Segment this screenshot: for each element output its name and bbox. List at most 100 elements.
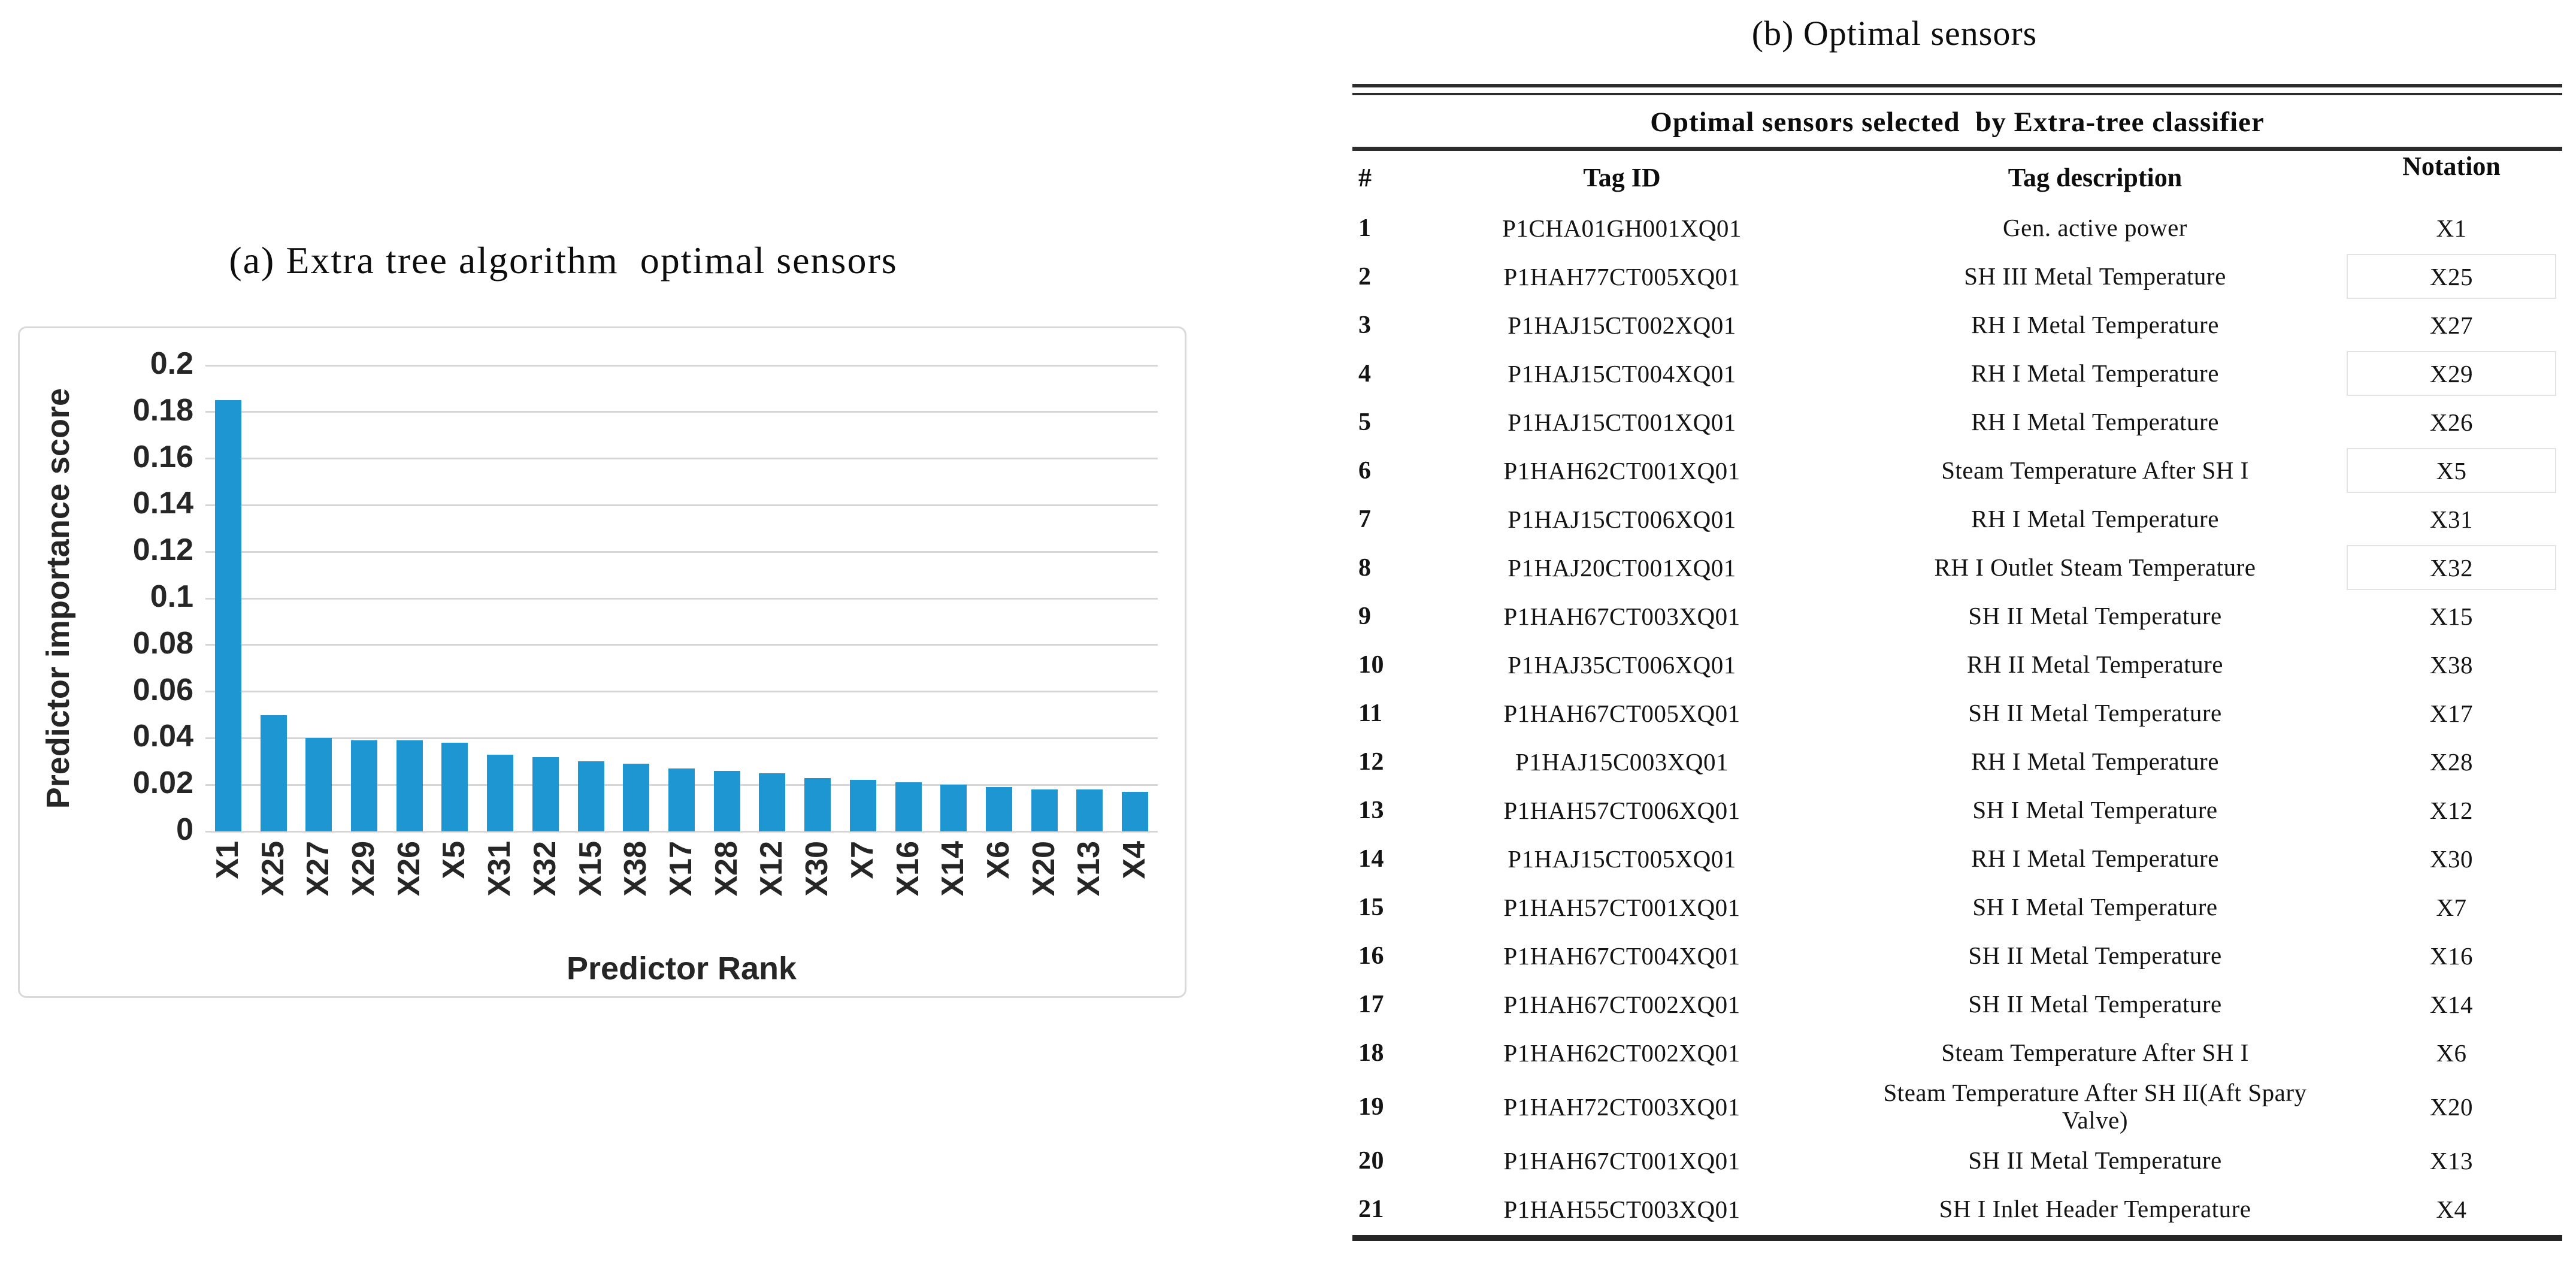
cell-tag-description: SH II Metal Temperature	[1968, 601, 2222, 630]
notation-value: X4	[2436, 1196, 2467, 1224]
x-tick-label: X27	[301, 841, 336, 897]
x-tick-label: X7	[844, 841, 880, 879]
cell-tag-description: RH I Metal Temperature	[1971, 504, 2219, 532]
table-row: 4 P1HAJ15CT004XQ01 RH I Metal Temperature X…	[1352, 349, 2562, 398]
y-tick-label: 0.04	[132, 719, 193, 754]
bar	[849, 780, 876, 831]
bar	[305, 738, 332, 831]
cell-row-number: 15	[1358, 893, 1384, 921]
cell-tag-description: RH I Metal Temperature	[1971, 747, 2219, 775]
cell-row-number: 20	[1358, 1147, 1384, 1175]
column-header-tag-id: Tag ID	[1583, 162, 1661, 192]
cell-notation: X7	[2341, 883, 2562, 931]
x-tick-label: X16	[890, 841, 925, 897]
cell-notation: X14	[2341, 980, 2562, 1028]
cell-notation: X5	[2341, 446, 2562, 495]
cell-tag-id: P1HAH77CT005XQ01	[1503, 262, 1740, 291]
notation-value: X6	[2436, 1039, 2467, 1067]
cell-notation: X28	[2341, 737, 2562, 786]
y-tick-label: 0.12	[132, 532, 193, 568]
cell-tag-description: SH II Metal Temperature	[1968, 990, 2222, 1018]
table-row: 21 P1HAH55CT003XQ01 SH I Inlet Header Temp…	[1352, 1185, 2562, 1234]
notation-value: X7	[2436, 893, 2467, 921]
notation-value: X15	[2429, 602, 2474, 630]
x-tick-label: X38	[618, 841, 653, 897]
notation-value: X20	[2429, 1093, 2474, 1121]
gridline	[205, 830, 1158, 833]
bar	[668, 768, 695, 831]
cell-notation: X13	[2341, 1137, 2562, 1185]
cell-tag-id: P1HAH67CT003XQ01	[1503, 602, 1740, 630]
gridline	[205, 504, 1158, 506]
cell-tag-description: RH I Metal Temperature	[1971, 359, 2219, 387]
cell-notation: X26	[2341, 398, 2562, 446]
notation-box: X5	[2347, 448, 2556, 493]
cell-tag-description: SH II Metal Temperature	[1968, 1146, 2222, 1175]
x-tick-label: X20	[1026, 841, 1061, 897]
cell-row-number: 1	[1358, 214, 1372, 242]
cell-notation: X29	[2341, 349, 2562, 398]
cell-row-number: 21	[1358, 1196, 1384, 1224]
y-tick-label: 0.18	[132, 392, 193, 428]
table-row: 18 P1HAH62CT002XQ01 Steam Temperature Afte…	[1352, 1028, 2562, 1077]
cell-tag-id: P1HAH72CT003XQ01	[1503, 1093, 1740, 1121]
x-tick-label: X30	[800, 841, 835, 897]
cell-row-number: 2	[1358, 262, 1372, 291]
cell-notation: X16	[2341, 931, 2562, 980]
x-tick-label: X14	[936, 841, 971, 897]
cell-row-number: 18	[1358, 1039, 1384, 1067]
figure-b-title: (b) Optimal sensors	[1751, 14, 2038, 53]
table-caption: Optimal sensors selected by Extra-tree c…	[1650, 107, 2265, 138]
table-row: 3 P1HAJ15CT002XQ01 RH I Metal Temperature X…	[1352, 301, 2562, 349]
y-tick-label: 0.08	[132, 625, 193, 661]
column-header-number: #	[1358, 162, 1372, 192]
notation-value: X17	[2429, 699, 2474, 727]
cell-tag-description: SH I Inlet Header Temperature	[1939, 1195, 2251, 1223]
bar	[623, 764, 650, 831]
table-row: 2 P1HAH77CT005XQ01 SH III Metal Temperatur…	[1352, 252, 2562, 301]
cell-tag-description: RH I Outlet Steam Temperature	[1934, 553, 2256, 581]
cell-tag-description: RH I Metal Temperature	[1971, 844, 2219, 872]
gridline	[205, 597, 1158, 600]
gridline	[205, 644, 1158, 646]
table-row: 19 P1HAH72CT003XQ01 Steam Temperature Afte…	[1352, 1077, 2562, 1137]
cell-notation: X17	[2341, 689, 2562, 737]
table-bottom-border	[1352, 1234, 2562, 1241]
cell-tag-id: P1HAH67CT004XQ01	[1503, 942, 1740, 970]
cell-row-number: 19	[1358, 1093, 1384, 1121]
y-tick-label: 0.16	[132, 439, 193, 474]
table-row: 16 P1HAH67CT004XQ01 SH II Metal Temperatur…	[1352, 931, 2562, 980]
cell-tag-id: P1CHA01GH001XQ01	[1502, 214, 1742, 242]
cell-notation: X20	[2341, 1077, 2562, 1137]
cell-notation: X25	[2341, 252, 2562, 301]
notation-box: X29	[2347, 351, 2556, 396]
cell-tag-description: SH II Metal Temperature	[1968, 698, 2222, 727]
notation-value: X26	[2429, 408, 2474, 436]
table-row: 7 P1HAJ15CT006XQ01 RH I Metal Temperature X…	[1352, 495, 2562, 543]
column-header-tag-description: Tag description	[2008, 162, 2183, 192]
bar	[577, 761, 604, 831]
cell-tag-id: P1HAH55CT003XQ01	[1503, 1196, 1740, 1224]
cell-tag-description: RH II Metal Temperature	[1967, 650, 2223, 678]
x-tick-label: X5	[437, 841, 472, 879]
cell-tag-description: Steam Temperature After SH II(Aft Spary …	[1883, 1079, 2307, 1134]
cell-tag-id: P1HAH67CT002XQ01	[1503, 990, 1740, 1018]
bar	[895, 782, 922, 831]
table-column-headers: # Tag ID Tag description Notation	[1352, 151, 2562, 204]
table-row: 17 P1HAH67CT002XQ01 SH II Metal Temperatur…	[1352, 980, 2562, 1028]
cell-tag-id: P1HAJ15C003XQ01	[1515, 748, 1729, 776]
notation-value: X12	[2429, 796, 2474, 824]
gridline	[205, 458, 1158, 460]
x-tick-label: X1	[210, 841, 245, 879]
cell-tag-id: P1HAH67CT005XQ01	[1503, 699, 1740, 727]
notation-value: X13	[2429, 1147, 2474, 1175]
x-tick-label: X32	[527, 841, 562, 897]
notation-value: X30	[2429, 845, 2474, 873]
bar	[1122, 791, 1149, 831]
cell-tag-description: SH II Metal Temperature	[1968, 941, 2222, 969]
cell-row-number: 8	[1358, 553, 1372, 582]
cell-tag-description: Steam Temperature After SH I	[1941, 1038, 2249, 1066]
cell-notation: X31	[2341, 495, 2562, 543]
table-row: 1 P1CHA01GH001XQ01 Gen. active power X1	[1352, 204, 2562, 252]
